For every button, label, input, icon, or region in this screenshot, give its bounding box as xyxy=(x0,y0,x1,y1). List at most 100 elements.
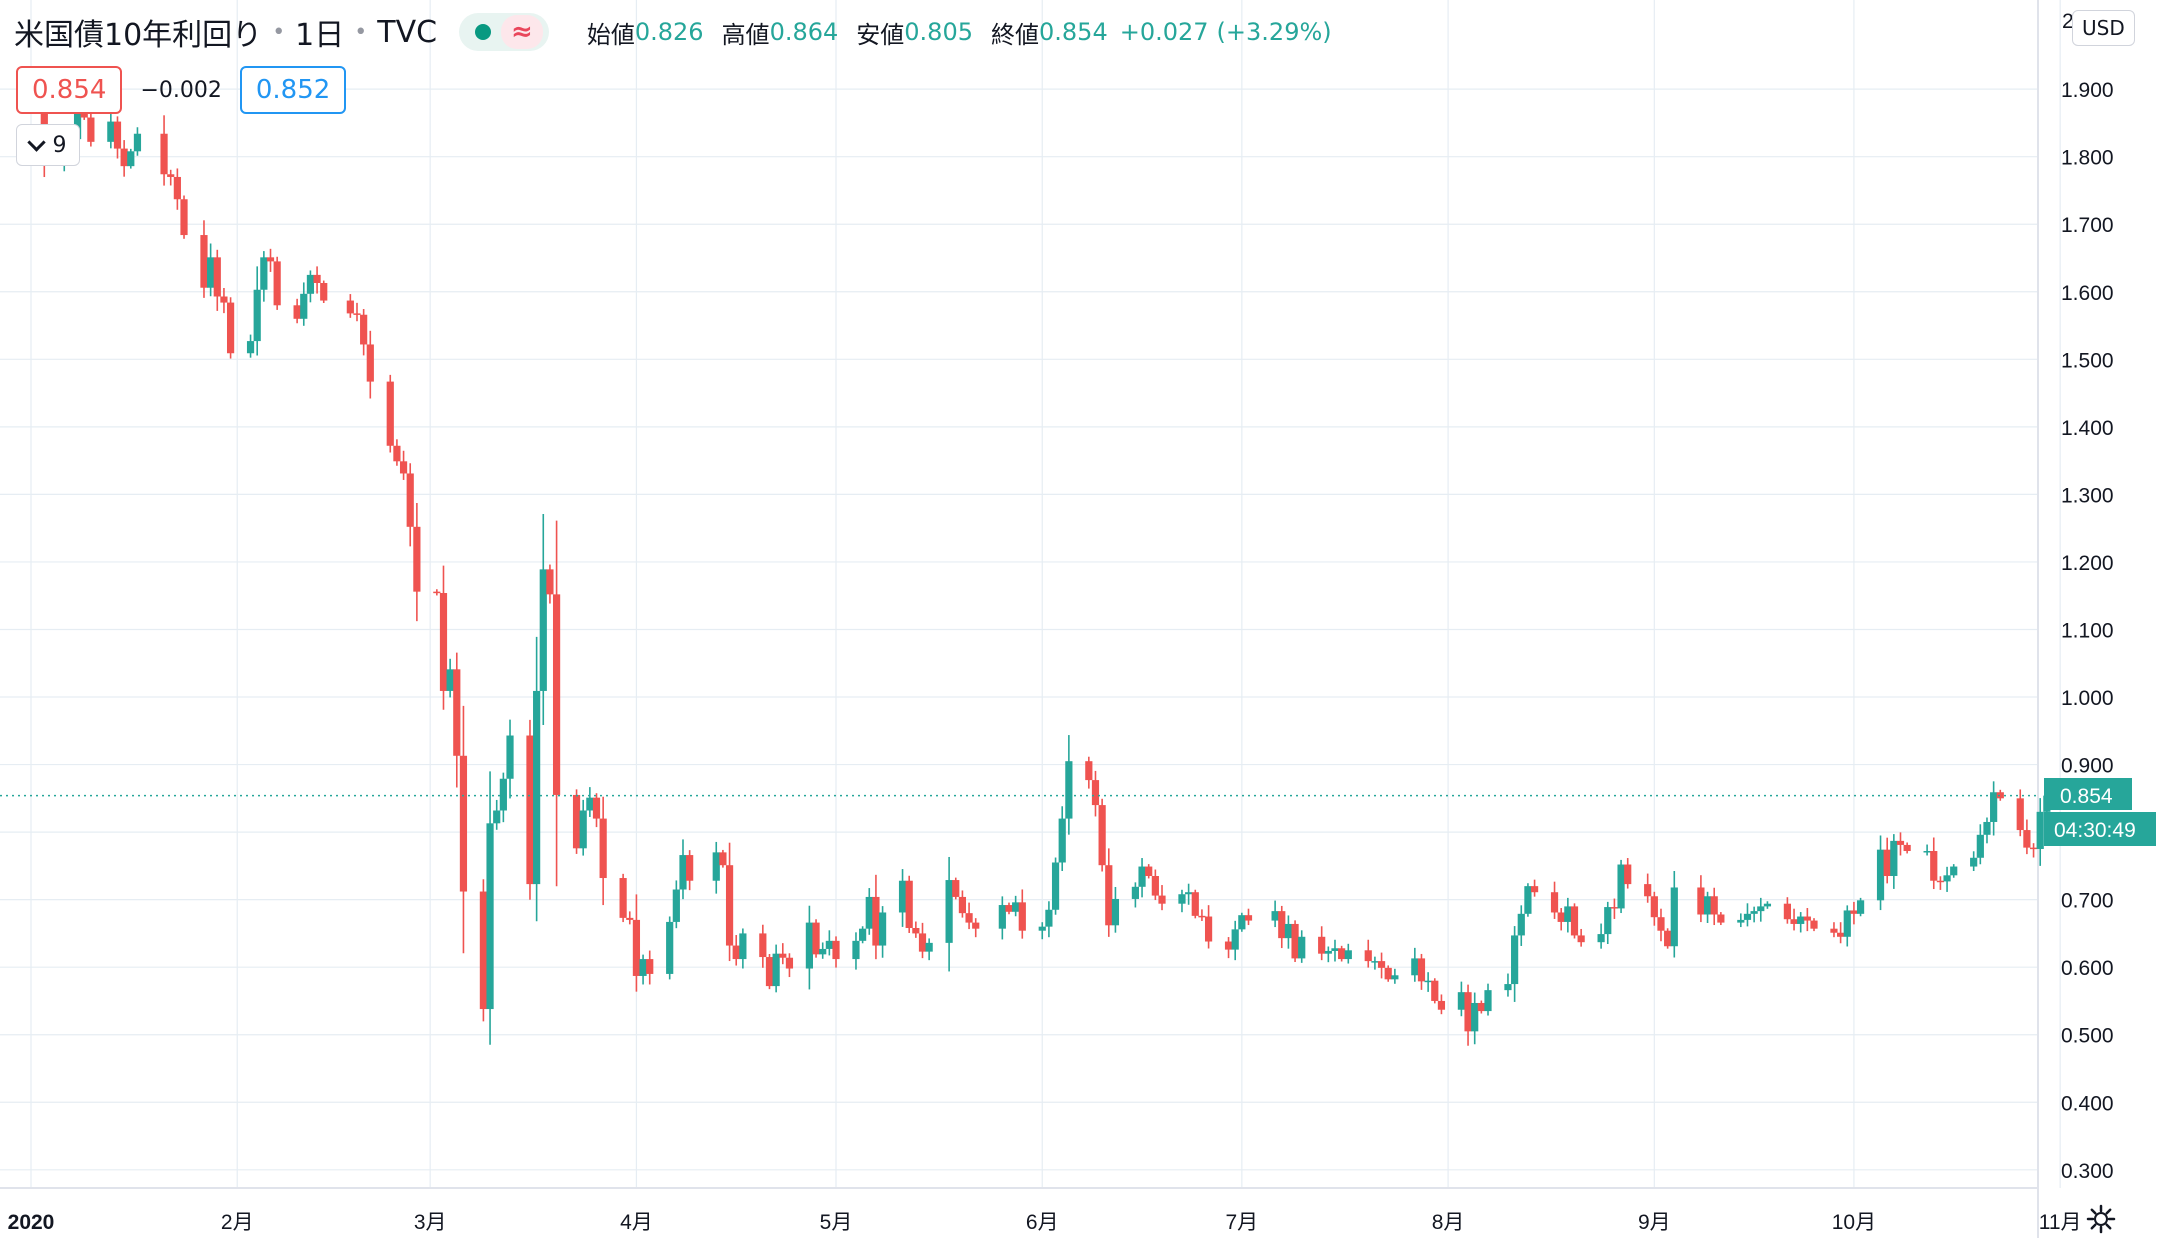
status-badges[interactable]: ≈ xyxy=(459,13,549,51)
candle-body xyxy=(918,933,927,952)
candle-body xyxy=(1431,980,1439,1001)
gear-icon[interactable] xyxy=(2086,1204,2116,1234)
candle-body xyxy=(785,957,794,969)
price-axis[interactable]: 0.3000.4000.5000.6000.7000.8000.9001.000… xyxy=(2061,10,2114,1183)
candle-body xyxy=(1457,992,1465,1010)
candle-body xyxy=(1178,894,1186,904)
candle-body xyxy=(2029,847,2038,850)
candle-body xyxy=(546,569,554,595)
candle-body xyxy=(1903,844,1911,852)
market-open-icon[interactable] xyxy=(475,24,492,40)
price-tick-label: 0.700 xyxy=(2061,890,2114,913)
time-tick-label: 2020 xyxy=(8,1211,55,1234)
change-percent: (+3.29%) xyxy=(1216,18,1332,46)
candle-body xyxy=(1384,967,1392,980)
high-label: 高値 xyxy=(721,20,770,49)
candle-body xyxy=(433,591,441,594)
candle-body xyxy=(320,282,328,301)
candle-body xyxy=(1377,961,1386,968)
candle-body xyxy=(1511,935,1519,985)
price-tick-label: 0.600 xyxy=(2061,957,2114,980)
time-axis[interactable]: 2020 2月 3月 4月 5月 6月 7月 8月 9月 10月 11月 xyxy=(8,1211,2082,1234)
candle-body xyxy=(499,778,507,811)
candle-body xyxy=(912,928,920,934)
candle-body xyxy=(599,818,607,879)
candle-body xyxy=(2016,798,2024,831)
candle-body xyxy=(1530,886,1539,893)
close-value: 0.854 xyxy=(1039,18,1108,46)
candle-body xyxy=(1657,917,1665,931)
candle-body xyxy=(1717,914,1725,923)
candle-body xyxy=(1624,864,1632,885)
time-tick-label: 8月 xyxy=(1432,1211,1465,1234)
candle-body xyxy=(1936,880,1945,883)
time-tick-label: 2月 xyxy=(221,1211,254,1234)
candle-body xyxy=(1091,780,1100,806)
candle-body xyxy=(386,381,394,446)
candle-body xyxy=(1790,919,1798,924)
candle-body xyxy=(1138,866,1146,887)
open-value: 0.826 xyxy=(634,18,704,46)
source-label[interactable]: TVC xyxy=(377,14,438,50)
candle-body xyxy=(393,445,401,462)
candle-body xyxy=(1005,905,1013,912)
candle-body xyxy=(1424,980,1432,983)
candle-body xyxy=(1617,864,1625,909)
candle-body xyxy=(1191,892,1199,916)
candle-body xyxy=(878,912,887,946)
candle-body xyxy=(459,755,468,892)
candle-body xyxy=(1471,1002,1479,1032)
price-tick-label: 1.400 xyxy=(2061,417,2114,440)
ask-box[interactable]: 0.852 xyxy=(239,66,347,114)
last-price-label-group: 0.854 04:30:49 xyxy=(2044,778,2156,846)
bid-box[interactable]: 0.854 xyxy=(16,66,123,114)
candle-body xyxy=(1098,805,1106,866)
candle-body xyxy=(1570,906,1579,936)
candle-body xyxy=(1464,992,1472,1032)
open-label: 始値 xyxy=(586,20,635,49)
candle-body xyxy=(905,880,913,929)
candle-body xyxy=(113,121,122,149)
candle-body xyxy=(572,794,581,849)
candle-body xyxy=(207,257,215,288)
price-tick-label: 0.900 xyxy=(2061,755,2114,778)
currency-button[interactable]: USD xyxy=(2072,10,2135,46)
candle-body xyxy=(446,669,454,691)
candle-body xyxy=(413,526,421,592)
candle-body xyxy=(852,940,860,960)
candle-body xyxy=(360,314,368,345)
candle-body xyxy=(1757,906,1765,912)
spread-value: −0.002 xyxy=(140,77,222,103)
candle-body xyxy=(2023,830,2031,848)
candle-body xyxy=(1890,840,1898,877)
time-tick-label: 5月 xyxy=(820,1211,853,1234)
indicators-toggle-button[interactable]: 9 xyxy=(16,124,80,166)
candle-body xyxy=(173,176,181,200)
candle-body xyxy=(958,896,967,914)
candle-body xyxy=(1284,923,1293,939)
candle-body xyxy=(479,891,488,1010)
candle-body xyxy=(399,461,408,474)
candle-body xyxy=(686,855,694,881)
candle-body xyxy=(1876,849,1885,901)
candle-body xyxy=(1364,950,1372,962)
time-tick-label: 6月 xyxy=(1026,1211,1059,1234)
approx-data-icon[interactable]: ≈ xyxy=(501,15,543,49)
close-label: 終値 xyxy=(991,20,1039,49)
interval-label[interactable]: 1日 xyxy=(295,18,345,53)
symbol-title[interactable]: 米国債10年利回り xyxy=(14,18,263,53)
candle-body xyxy=(273,261,281,306)
candle-body xyxy=(1950,866,1958,876)
candle-body xyxy=(1224,941,1233,950)
candle-body xyxy=(533,690,541,885)
candle-body xyxy=(1324,950,1332,954)
candle-body xyxy=(266,257,275,262)
candle-body xyxy=(1550,892,1559,913)
candle-body xyxy=(1697,887,1705,915)
price-tick-label: 1.300 xyxy=(2061,484,2114,507)
low-label: 安値 xyxy=(856,20,905,49)
candle-body xyxy=(972,922,980,929)
candle-body xyxy=(725,865,734,946)
candle-body xyxy=(1231,929,1239,950)
